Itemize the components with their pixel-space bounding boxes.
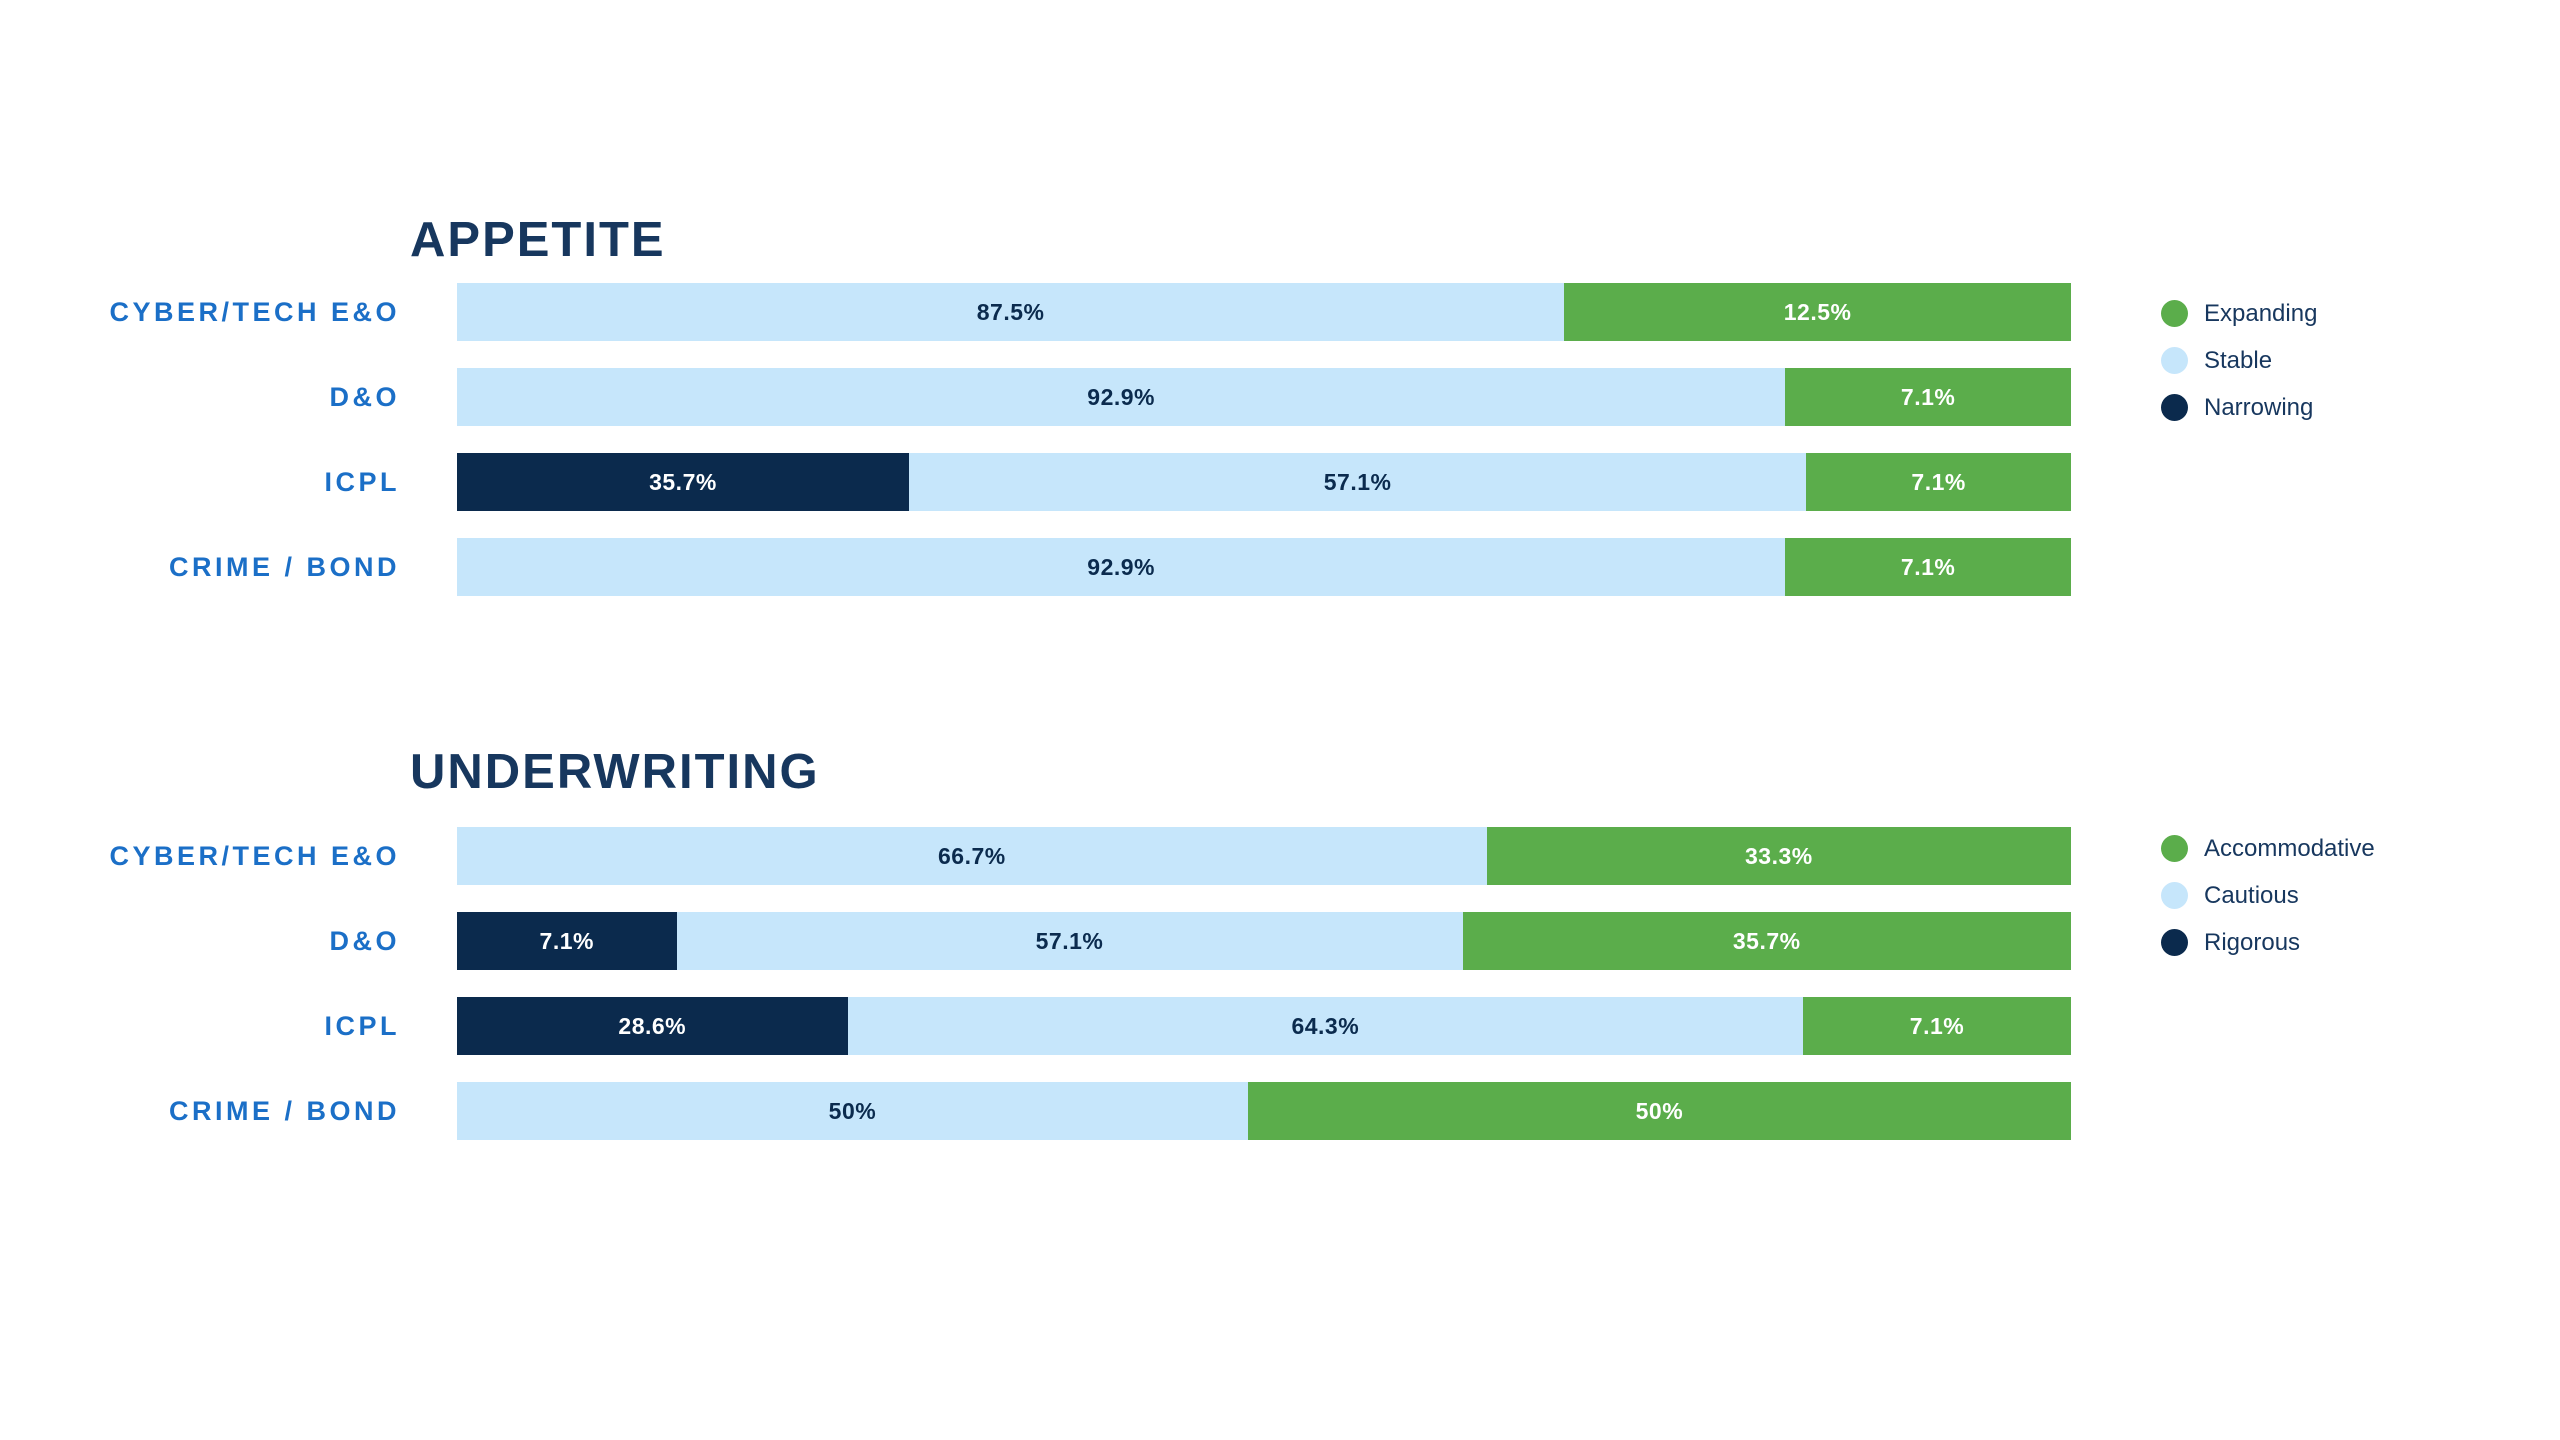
bar-segment-accommodative: 50% (1247, 1082, 2071, 1140)
chart-title: APPETITE (410, 213, 666, 267)
chart-title: UNDERWRITING (410, 745, 820, 799)
category-label: ICPL (324, 466, 400, 497)
bar-segment-rigorous: 28.6% (457, 997, 848, 1055)
segment-value-label: 64.3% (1291, 1012, 1360, 1039)
legend-label: Stable (2204, 346, 2273, 374)
stacked-bar: 92.9% 7.1% (457, 368, 2071, 426)
segment-value-label: 35.7% (1732, 927, 1801, 954)
segment-value-label: 12.5% (1783, 298, 1852, 325)
stacked-bar: 50% 50% (457, 1082, 2071, 1140)
category-label: ICPL (324, 1010, 400, 1041)
legend-item: Narrowing (2161, 384, 2317, 431)
legend-item: Rigorous (2161, 919, 2375, 966)
bar-segment-stable: 92.9% (457, 368, 1786, 426)
bar-segment-stable: 92.9% (457, 538, 1786, 596)
legend-dot-icon (2161, 394, 2188, 421)
legend-item: Cautious (2161, 872, 2375, 919)
segment-value-label: 66.7% (938, 842, 1006, 869)
bar-row: CYBER/TECH E&O 66.7% 33.3% (0, 827, 2071, 885)
bar-segment-stable: 87.5% (457, 283, 1565, 341)
legend-dot-icon (2161, 300, 2188, 327)
category-label: CYBER/TECH E&O (109, 840, 400, 871)
segment-value-label: 28.6% (618, 1012, 687, 1039)
stacked-bar: 35.7% 57.1% 7.1% (457, 453, 2071, 511)
bar-rows: CYBER/TECH E&O 66.7% 33.3% D&O 7.1% 57.1% 35.7… (0, 827, 2071, 1140)
legend-label: Accommodative (2204, 834, 2375, 862)
bar-row: CYBER/TECH E&O 87.5% 12.5% (0, 283, 2071, 341)
legend-label: Cautious (2204, 881, 2299, 909)
stacked-bar: 87.5% 12.5% (457, 283, 2071, 341)
bar-segment-expanding: 12.5% (1564, 283, 2071, 341)
segment-value-label: 57.1% (1035, 927, 1104, 954)
category-label: CRIME / BOND (169, 551, 400, 582)
legend-item: Accommodative (2161, 825, 2375, 872)
bar-row: CRIME / BOND 50% 50% (0, 1082, 2071, 1140)
legend: Expanding Stable Narrowing (2161, 290, 2317, 431)
legend-label: Narrowing (2204, 393, 2314, 421)
legend-dot-icon (2161, 347, 2188, 374)
bar-segment-cautious: 64.3% (847, 997, 1804, 1055)
category-label: D&O (329, 381, 400, 412)
segment-value-label: 33.3% (1744, 842, 1813, 869)
bar-segment-accommodative: 35.7% (1462, 912, 2071, 970)
stacked-bar: 28.6% 64.3% 7.1% (457, 997, 2071, 1055)
category-label: D&O (329, 925, 400, 956)
legend-dot-icon (2161, 882, 2188, 909)
segment-value-label: 57.1% (1323, 468, 1392, 495)
bar-segment-stable: 57.1% (908, 453, 1807, 511)
category-label: CRIME / BOND (169, 1095, 400, 1126)
segment-value-label: 7.1% (1911, 468, 1966, 495)
legend-label: Rigorous (2204, 928, 2301, 956)
bar-segment-cautious: 50% (457, 1082, 1248, 1140)
bar-segment-expanding: 7.1% (1785, 538, 2071, 596)
segment-value-label: 7.1% (1909, 1012, 1965, 1039)
legend-label: Expanding (2204, 299, 2318, 327)
segment-value-label: 87.5% (976, 298, 1045, 325)
segment-value-label: 92.9% (1087, 553, 1156, 580)
segment-value-label: 50% (1635, 1097, 1684, 1124)
bar-segment-accommodative: 7.1% (1803, 997, 2071, 1055)
segment-value-label: 35.7% (649, 468, 717, 495)
bar-row: ICPL 28.6% 64.3% 7.1% (0, 997, 2071, 1055)
legend-dot-icon (2161, 835, 2188, 862)
legend-item: Expanding (2161, 290, 2317, 337)
bar-segment-accommodative: 33.3% (1486, 827, 2071, 885)
bar-segment-rigorous: 7.1% (457, 912, 677, 970)
bar-segment-cautious: 66.7% (457, 827, 1487, 885)
bar-rows: CYBER/TECH E&O 87.5% 12.5% D&O 92.9% 7.1% ICPL… (0, 283, 2071, 596)
legend-dot-icon (2161, 929, 2188, 956)
bar-segment-cautious: 57.1% (676, 912, 1463, 970)
legend: Accommodative Cautious Rigorous (2161, 825, 2375, 966)
segment-value-label: 50% (828, 1097, 877, 1124)
bar-row: D&O 7.1% 57.1% 35.7% (0, 912, 2071, 970)
stacked-bar: 7.1% 57.1% 35.7% (457, 912, 2071, 970)
stacked-bar: 66.7% 33.3% (457, 827, 2071, 885)
segment-value-label: 7.1% (1900, 553, 1956, 580)
bar-segment-expanding: 7.1% (1785, 368, 2071, 426)
bar-row: D&O 92.9% 7.1% (0, 368, 2071, 426)
category-label: CYBER/TECH E&O (109, 296, 400, 327)
bar-segment-narrowing: 35.7% (457, 453, 909, 511)
segment-value-label: 7.1% (539, 927, 594, 954)
legend-item: Stable (2161, 337, 2317, 384)
bar-segment-expanding: 7.1% (1806, 453, 2071, 511)
bar-row: ICPL 35.7% 57.1% 7.1% (0, 453, 2071, 511)
stacked-bar: 92.9% 7.1% (457, 538, 2071, 596)
segment-value-label: 7.1% (1900, 383, 1956, 410)
bar-row: CRIME / BOND 92.9% 7.1% (0, 538, 2071, 596)
segment-value-label: 92.9% (1087, 383, 1156, 410)
